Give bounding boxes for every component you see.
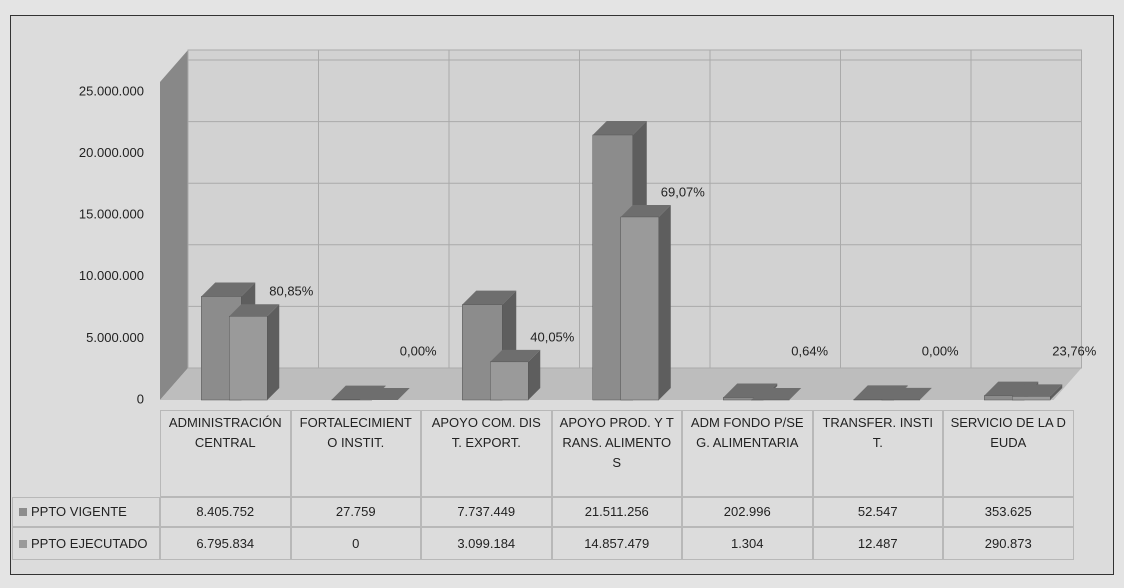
bar-top	[201, 282, 256, 297]
annotation: 40,05%	[530, 329, 575, 344]
legend-swatch	[19, 539, 27, 548]
annotation: 0,00%	[922, 343, 959, 358]
category-label: TRANSFER. INSTIT.	[812, 410, 943, 497]
legend-label: PPTO VIGENTE	[31, 504, 127, 519]
bar-side	[528, 349, 541, 400]
table-value: 290.873	[943, 527, 1074, 560]
category-label: ADM FONDO P/SEG. ALIMENTARIA	[682, 410, 813, 497]
legend-label: PPTO EJECUTADO	[31, 535, 148, 551]
annotation: 69,07%	[661, 184, 706, 199]
legend-entry: PPTO EJECUTADO	[12, 527, 160, 560]
category-label: SERVICIO DE LA DEUDA	[943, 410, 1074, 497]
table-value: 3.099.184	[421, 527, 552, 560]
table-value: 7.737.449	[421, 497, 552, 527]
bar-top	[620, 204, 671, 217]
left-wall	[160, 50, 188, 400]
bar-top	[881, 387, 932, 400]
y-tick-label: 25.000.000	[79, 83, 144, 98]
table-value: 6.795.834	[160, 527, 291, 560]
table-value: 8.405.752	[160, 497, 291, 527]
table-value: 1.304	[682, 527, 813, 560]
bar-side	[789, 387, 802, 400]
bar-top	[592, 120, 647, 135]
table-value: 21.511.256	[551, 497, 682, 527]
category-label: APOYO COM. DIST. EXPORT.	[421, 410, 552, 497]
bar-side	[1050, 384, 1063, 400]
table-value: 202.996	[682, 497, 813, 527]
bar	[1012, 396, 1051, 401]
bar-top	[359, 388, 410, 400]
y-tick-label: 5.000.000	[86, 330, 144, 345]
y-tick-label: 15.000.000	[79, 207, 144, 222]
table-value: 0	[290, 527, 421, 560]
table-corner	[12, 410, 160, 497]
y-tick-label: 10.000.000	[79, 268, 144, 283]
annotation: 80,85%	[269, 284, 314, 299]
bar-side	[267, 304, 280, 400]
bar-top	[462, 290, 517, 305]
bar-side	[658, 204, 671, 400]
bar	[229, 316, 268, 401]
table-value: 27.759	[290, 497, 421, 527]
bar-top	[490, 349, 541, 362]
table-value: 12.487	[812, 527, 943, 560]
y-tick-label: 20.000.000	[79, 145, 144, 160]
legend-entry: PPTO VIGENTE	[12, 497, 160, 527]
bar-side	[919, 387, 932, 400]
annotation: 0,00%	[400, 343, 437, 358]
bar-top	[1012, 384, 1063, 397]
table-value: 353.625	[943, 497, 1074, 527]
category-label: FORTALECIMIENTO INSTIT.	[290, 410, 421, 497]
category-label: APOYO PROD. Y TRANS. ALIMENTOS	[551, 410, 682, 497]
annotation: 0,64%	[791, 343, 828, 358]
bar	[620, 216, 659, 401]
bar-top	[751, 387, 802, 400]
legend-swatch	[19, 508, 27, 516]
table-value: 52.547	[812, 497, 943, 527]
annotation: 23,76%	[1052, 343, 1097, 358]
category-label: ADMINISTRACIÓN CENTRAL	[160, 410, 291, 497]
y-tick-label: 0	[137, 391, 144, 406]
table-value: 14.857.479	[551, 527, 682, 560]
bar	[490, 361, 529, 401]
bar-top	[229, 304, 280, 317]
